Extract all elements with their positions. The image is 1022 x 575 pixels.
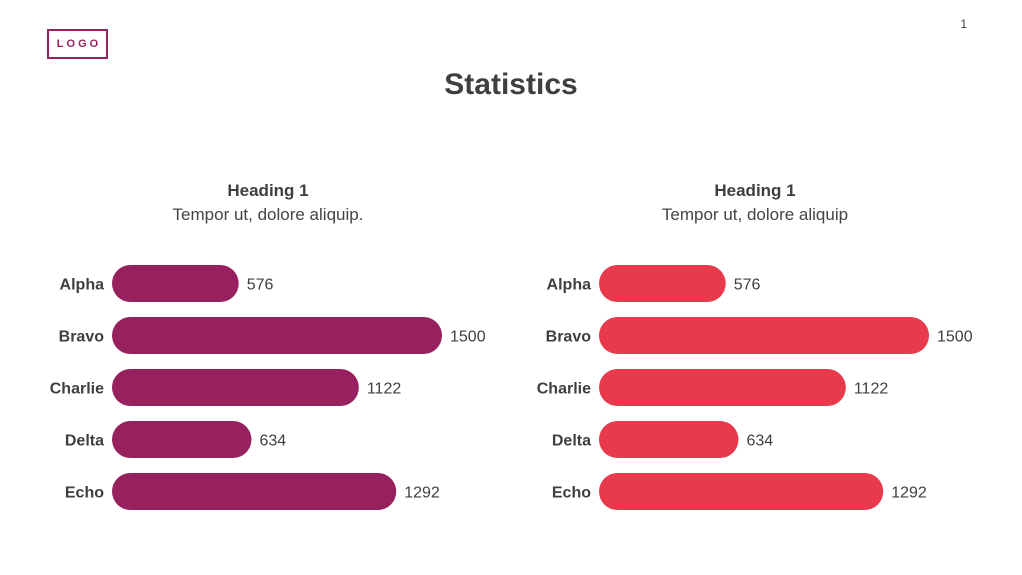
right-value-label: 1292 [891,485,927,502]
right-category-label: Bravo [546,329,592,346]
right-category-label: Delta [552,433,591,450]
right-bar-echo [599,473,884,510]
right-bar-bravo [599,317,929,354]
left-value-label: 1292 [404,485,440,502]
left-category-label: Delta [65,433,104,450]
right-category-label: Charlie [537,381,591,398]
right-category-label: Echo [552,485,591,502]
right-value-label: 1500 [937,329,973,346]
page-title: Statistics [444,68,578,101]
left-category-label: Echo [65,485,104,502]
right-panel-heading: Heading 1 [714,181,796,200]
right-bar-charlie [599,369,846,406]
right-bar-chart: Alpha 576 Bravo 1500 Charlie 1122 Delta 634 Echo… [537,265,973,510]
left-value-label: 1500 [450,329,486,346]
right-bar-delta [599,421,739,458]
left-panel-header: Heading 1 Tempor ut, dolore aliquip. [78,180,458,226]
right-panel-header: Heading 1 Tempor ut, dolore aliquip [565,180,945,226]
left-category-label: Bravo [59,329,105,346]
left-bar-bravo [112,317,442,354]
right-value-label: 576 [734,277,761,294]
left-bar-alpha [112,265,239,302]
left-bar-echo [112,473,397,510]
right-value-label: 1122 [854,381,889,398]
left-panel-heading: Heading 1 [227,181,309,200]
right-category-label: Alpha [547,277,592,294]
left-bar-charlie [112,369,359,406]
right-panel-subheading: Tempor ut, dolore aliquip [661,205,849,224]
page-number: 1 [960,17,967,31]
left-category-label: Charlie [50,381,104,398]
right-value-label: 634 [746,433,773,450]
logo: LOGO [47,29,108,59]
left-value-label: 634 [259,433,286,450]
right-bar-alpha [599,265,726,302]
left-bar-delta [112,421,252,458]
left-value-label: 1122 [367,381,402,398]
left-panel-subheading: Tempor ut, dolore aliquip. [172,205,364,224]
left-value-label: 576 [247,277,274,294]
left-bar-chart: Alpha 576 Bravo 1500 Charlie 1122 Delta 634 Echo… [50,265,486,510]
left-category-label: Alpha [60,277,105,294]
